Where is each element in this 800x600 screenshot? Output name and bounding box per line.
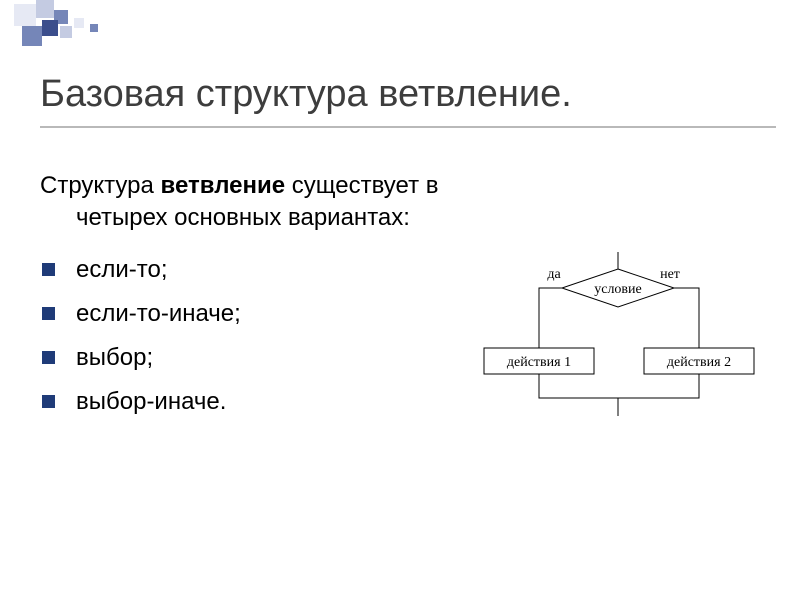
edge-join-r: [618, 374, 699, 398]
intro-prefix: Структура: [40, 172, 161, 199]
action2-label: действия 2: [667, 355, 731, 370]
bullet-text: если-то;: [76, 256, 168, 283]
intro-paragraph: Структура ветвление существует в четырех…: [40, 170, 470, 234]
slide-body: Структура ветвление существует в четырех…: [40, 170, 470, 424]
bullet-marker-icon: [42, 307, 55, 320]
bullet-text: выбор;: [76, 344, 153, 371]
edge-no: [674, 288, 699, 348]
list-item: если-то;: [40, 248, 470, 292]
intro-suffix-2: четырех основных вариантах:: [40, 202, 470, 234]
slide-title: Базовая структура ветвление.: [40, 72, 776, 116]
action1-label: действия 1: [507, 355, 571, 370]
bullet-text: выбор-иначе.: [76, 388, 226, 415]
corner-decoration: [6, 0, 166, 56]
edge-yes: [539, 288, 562, 348]
list-item: выбор;: [40, 336, 470, 380]
edge-label-yes: да: [547, 267, 561, 282]
slide: Базовая структура ветвление. Структура в…: [0, 0, 800, 600]
bullet-text: если-то-иначе;: [76, 300, 241, 327]
bullet-marker-icon: [42, 395, 55, 408]
bullet-list: если-то; если-то-иначе; выбор; выбор-ина…: [40, 248, 470, 424]
flowchart-diagram: да нет условие действия 1 действия 2: [458, 248, 778, 406]
list-item: если-то-иначе;: [40, 292, 470, 336]
bullet-marker-icon: [42, 263, 55, 276]
list-item: выбор-иначе.: [40, 380, 470, 424]
intro-emphasis: ветвление: [161, 172, 286, 199]
edge-join-l: [539, 374, 618, 398]
intro-suffix-1: существует в: [285, 172, 438, 199]
edge-label-no: нет: [660, 267, 680, 282]
title-underline: [40, 126, 776, 128]
condition-label: условие: [594, 282, 642, 297]
bullet-marker-icon: [42, 351, 55, 364]
